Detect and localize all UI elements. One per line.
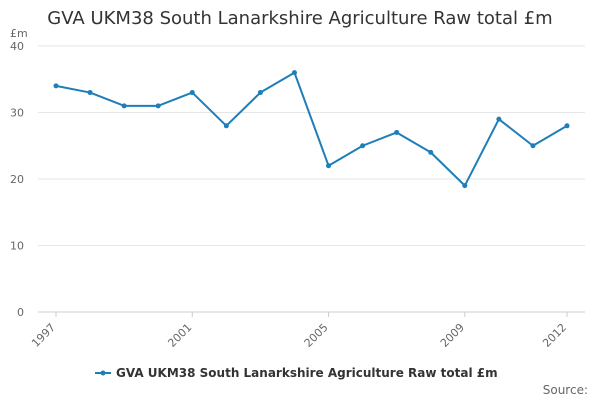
- data-point: [291, 70, 297, 76]
- y-tick-label: 40: [10, 40, 24, 53]
- x-tick-label: 2009: [438, 321, 467, 350]
- grid-layer: [38, 45, 585, 313]
- data-point: [326, 163, 332, 169]
- data-point: [53, 83, 59, 89]
- series-line: [55, 71, 568, 187]
- chart-title: GVA UKM38 South Lanarkshire Agriculture …: [47, 8, 553, 29]
- series-layer: [53, 70, 570, 189]
- x-tick-label: 2012: [540, 321, 569, 350]
- y-tick-label: 10: [10, 240, 24, 253]
- y-tick-label: 0: [17, 306, 24, 319]
- x-tick-label: 2001: [165, 321, 194, 350]
- data-point: [530, 143, 536, 149]
- data-point: [496, 116, 502, 122]
- data-point: [155, 103, 161, 109]
- y-axis-unit-label: £m: [10, 27, 28, 40]
- legend[interactable]: GVA UKM38 South Lanarkshire Agriculture …: [95, 366, 498, 380]
- data-point: [394, 129, 400, 135]
- data-point: [257, 90, 263, 96]
- data-point: [564, 123, 570, 129]
- legend-item-label: GVA UKM38 South Lanarkshire Agriculture …: [116, 366, 498, 380]
- source-credit[interactable]: Source:: [543, 383, 588, 397]
- x-tick-label: 2005: [302, 321, 331, 350]
- data-point: [121, 103, 127, 109]
- y-tick-label: 20: [10, 173, 24, 186]
- data-point: [360, 143, 366, 149]
- data-point: [189, 90, 195, 96]
- y-tick-label: 30: [10, 107, 24, 120]
- legend-swatch-marker: [100, 370, 106, 376]
- data-point: [462, 183, 468, 189]
- data-point: [223, 123, 229, 129]
- data-point: [428, 149, 434, 155]
- x-tick-label: 1997: [29, 321, 58, 350]
- data-point: [87, 90, 93, 96]
